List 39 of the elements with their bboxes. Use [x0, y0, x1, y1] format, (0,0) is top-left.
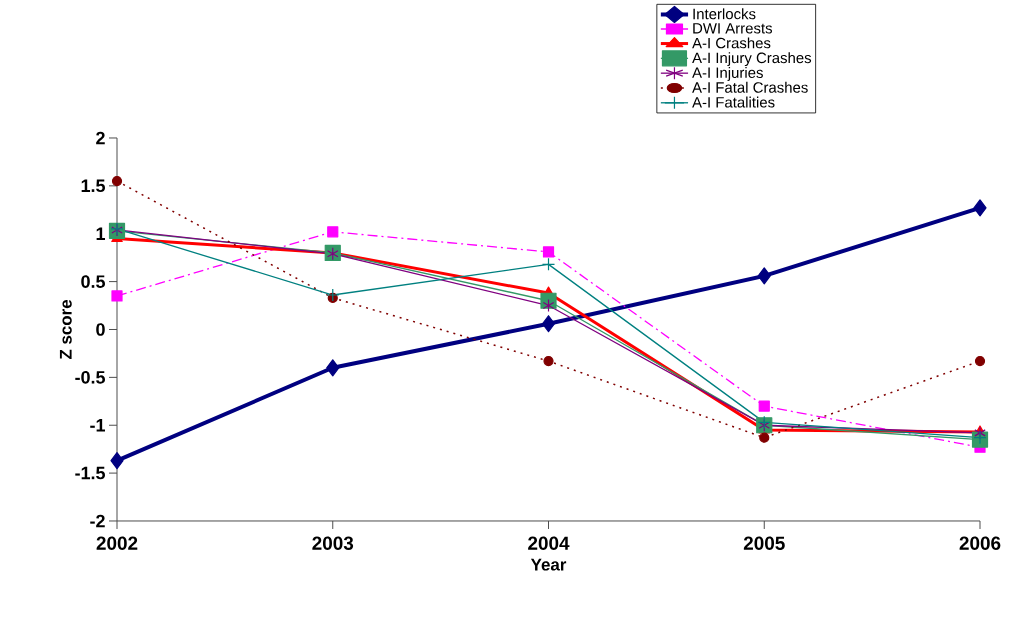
y-axis-title: Z score [59, 299, 72, 360]
point [111, 175, 123, 187]
point [542, 246, 555, 258]
point [327, 226, 339, 238]
y-tick-label: 0 [96, 323, 105, 336]
x-axis-title: Year [530, 558, 567, 571]
point [973, 199, 987, 217]
legend-label: Interlocks [693, 8, 756, 20]
legend-label: A-I Injury Crashes [692, 52, 812, 67]
y-tick-label: 1.5 [81, 179, 105, 193]
x-tick-label: 2004 [528, 536, 570, 550]
y-tick-label: 1 [96, 227, 105, 240]
point [757, 267, 771, 285]
point [326, 359, 340, 377]
point [541, 315, 556, 333]
point [759, 432, 770, 443]
point [543, 355, 554, 367]
point [758, 400, 770, 412]
y-tick-label: -2 [90, 514, 105, 528]
legend-label: A-I Fatalities [692, 96, 775, 108]
x-tick-label: 2002 [96, 536, 138, 550]
point [974, 355, 986, 367]
x-tick-label: 2003 [312, 536, 354, 550]
x-tick-label: 2005 [743, 536, 785, 550]
point [110, 452, 124, 470]
y-tick-label: 0.5 [81, 275, 105, 288]
legend-label: DWI Arrests [693, 23, 773, 34]
point [541, 257, 556, 271]
point [542, 298, 555, 313]
point [111, 290, 123, 302]
x-tick-label: 2006 [959, 536, 1001, 550]
point [326, 288, 340, 302]
legend-label: A-I Fatal Crashes [692, 81, 808, 93]
y-tick-label: -1 [90, 419, 105, 432]
y-tick-label: -0.5 [75, 371, 105, 384]
y-tick-label: -1.5 [75, 466, 105, 480]
y-tick-label: 2 [96, 131, 105, 145]
legend-label: A-I Injuries [692, 67, 763, 81]
legend-label: A-I Crashes [692, 37, 771, 49]
